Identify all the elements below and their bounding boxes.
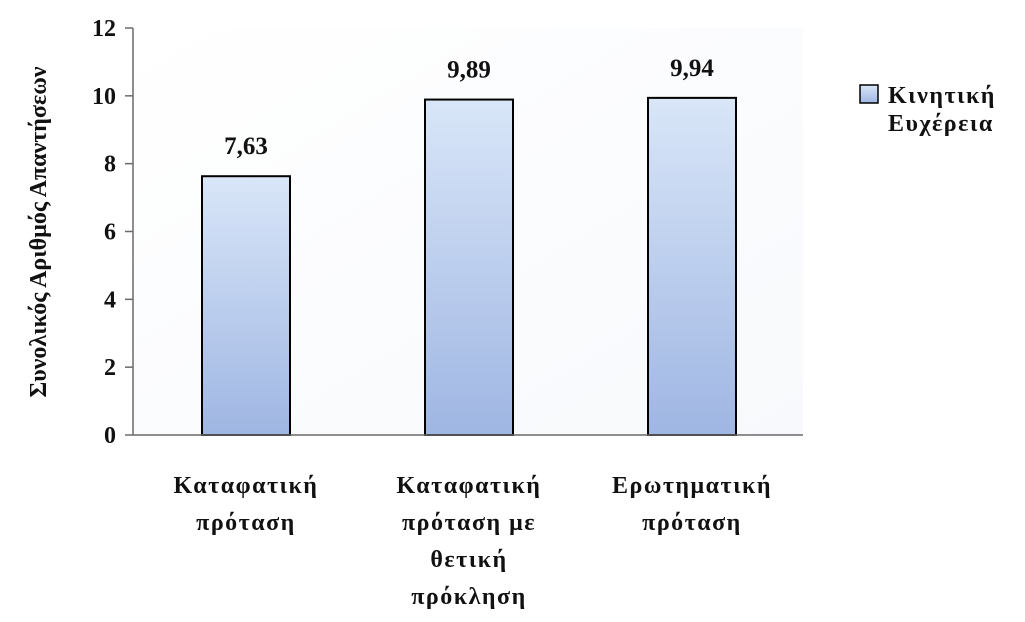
data-label: 9,89 bbox=[447, 57, 491, 84]
x-category-label-line: πρόταση bbox=[196, 510, 296, 536]
x-category-label-line: θετική bbox=[430, 547, 507, 573]
y-tick-label: 10 bbox=[92, 84, 116, 110]
x-axis-categories: Καταφατική πρόταση Καταφατική πρόταση με θετ… bbox=[174, 473, 772, 610]
x-category-label-line: πρόταση με bbox=[402, 510, 536, 536]
legend-entry: Κινητική Ευχέρεια bbox=[888, 83, 1003, 137]
x-category-label-line: πρόταση bbox=[642, 510, 742, 536]
legend-entry-line-1: Κινητική bbox=[888, 83, 996, 109]
bar bbox=[201, 175, 291, 437]
legend-swatch bbox=[859, 84, 879, 104]
legend: Κινητική Ευχέρεια bbox=[859, 83, 1003, 137]
y-tick-label: 8 bbox=[104, 152, 116, 178]
y-tick-label: 2 bbox=[104, 355, 116, 381]
legend-entry-line-2: Ευχέρεια bbox=[888, 111, 994, 137]
y-axis-ticks: 0 2 4 6 8 10 12 bbox=[92, 16, 133, 449]
x-category-label-line: Καταφατική bbox=[397, 473, 542, 499]
x-category-label-line: Ερωτηματική bbox=[612, 473, 772, 499]
y-tick-label: 0 bbox=[104, 423, 116, 449]
y-tick-label: 4 bbox=[104, 287, 116, 313]
x-category-label-line: Καταφατική bbox=[174, 473, 319, 499]
y-axis-title: Συνολικός Αριθμός Απαντήσεων bbox=[26, 66, 52, 397]
y-tick-label: 12 bbox=[92, 16, 116, 42]
x-category-label: Ερωτηματική πρόταση bbox=[612, 473, 772, 536]
bar bbox=[424, 98, 514, 436]
x-category-label: Καταφατική πρόταση bbox=[174, 473, 319, 536]
x-category-label: Καταφατική πρόταση με θετική πρόκληση bbox=[397, 473, 542, 610]
data-label: 7,63 bbox=[224, 133, 268, 160]
x-category-label-line: πρόκληση bbox=[411, 584, 526, 610]
y-tick-label: 6 bbox=[104, 220, 116, 246]
data-label: 9,94 bbox=[670, 55, 714, 82]
data-labels: 7,63 9,89 9,94 bbox=[224, 55, 714, 160]
bar bbox=[647, 96, 737, 436]
